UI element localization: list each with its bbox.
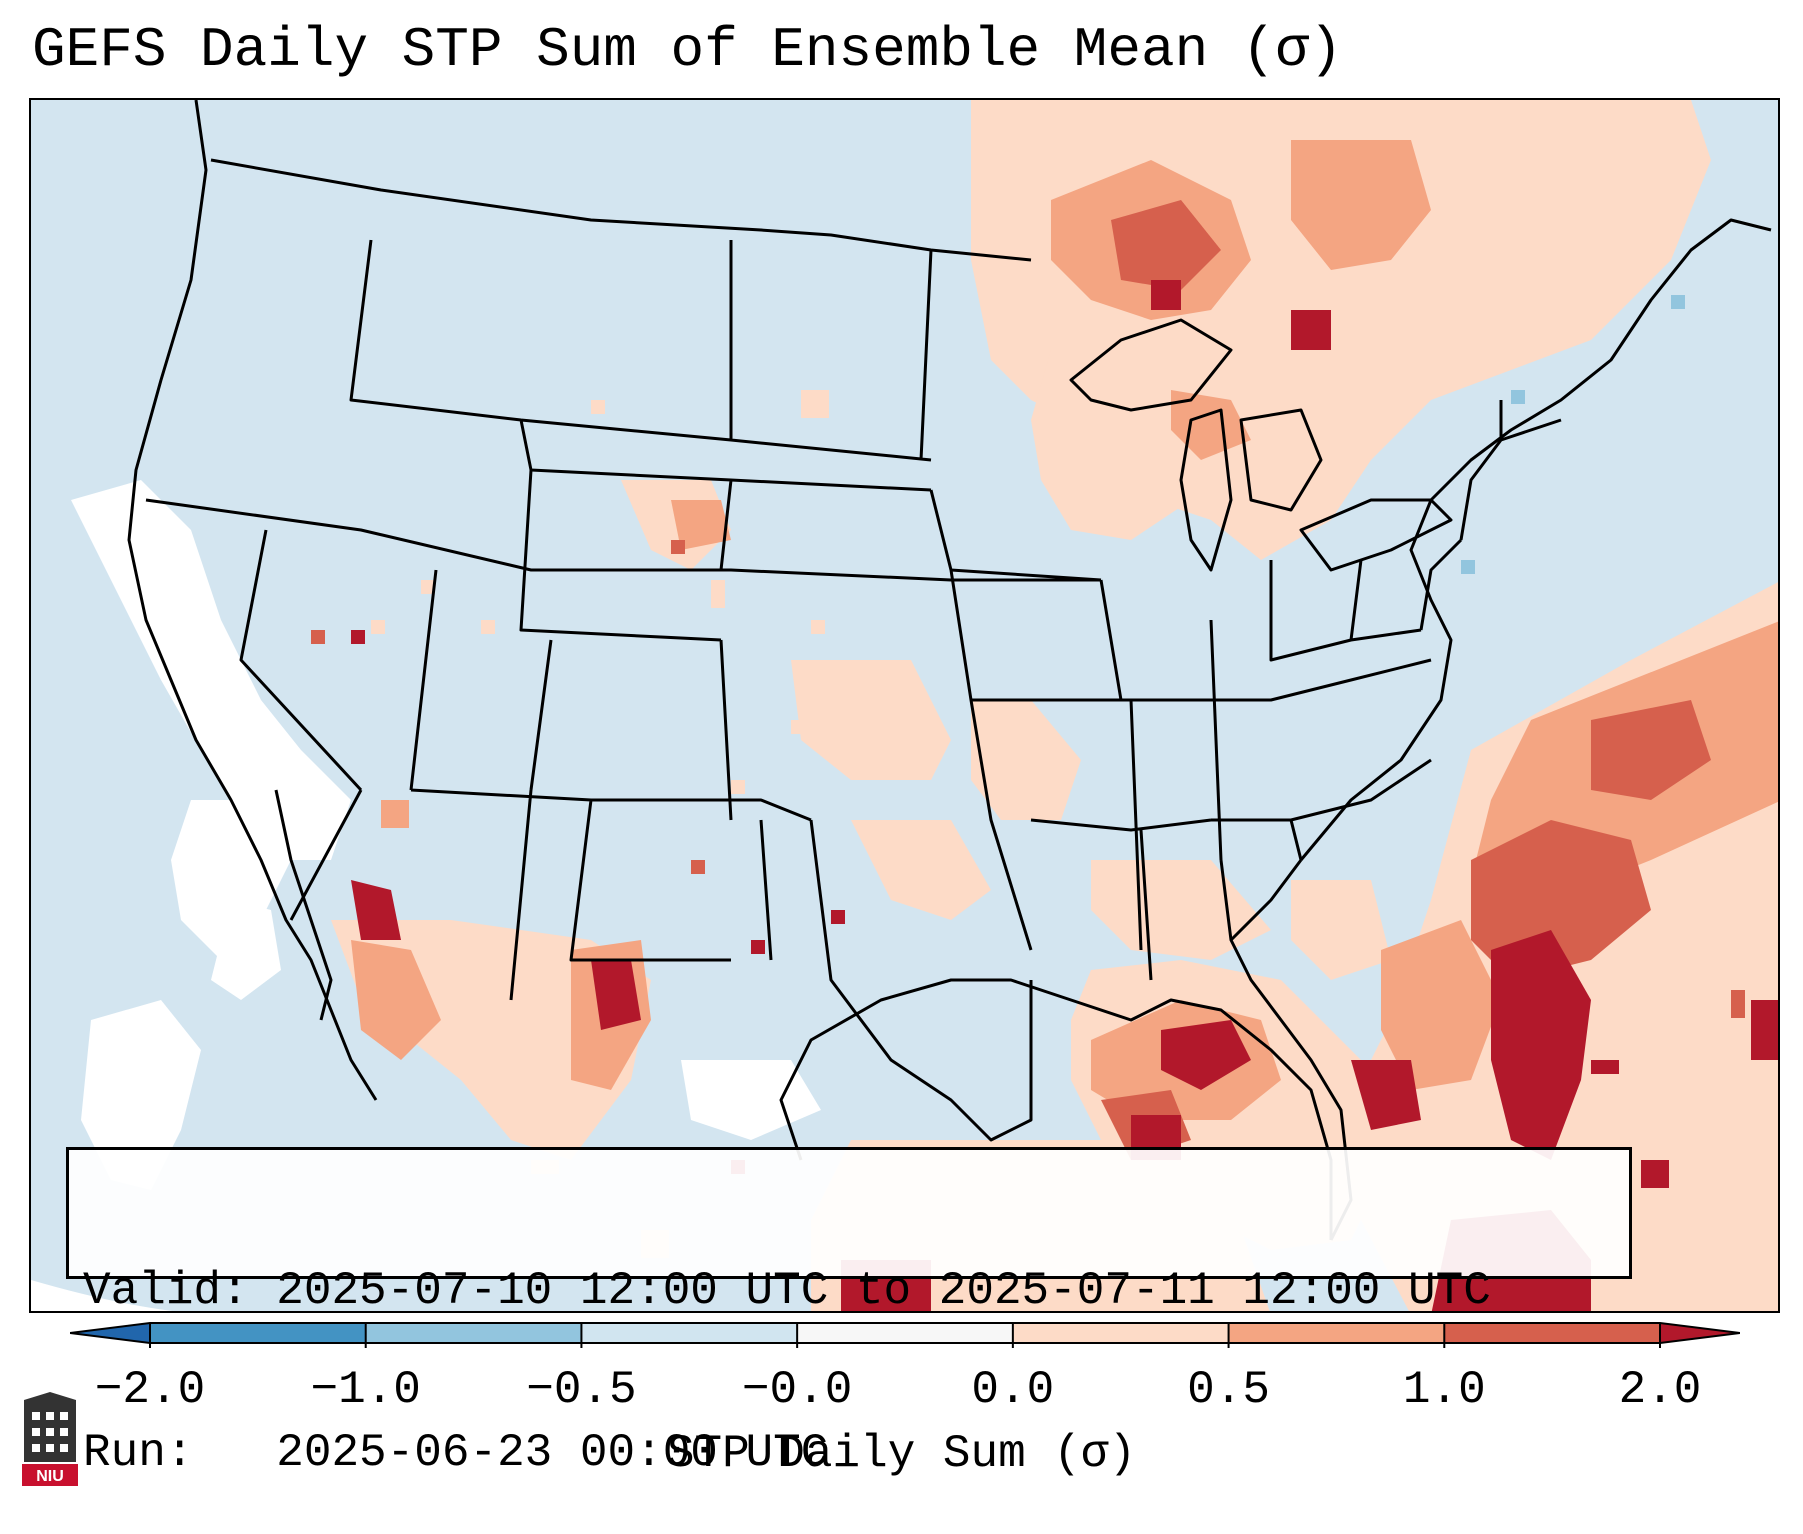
baja bbox=[274, 789, 333, 1021]
mexico-gulf-coast bbox=[779, 978, 1333, 1240]
state-lines-central bbox=[929, 489, 1432, 981]
great-lakes-superior bbox=[1069, 318, 1233, 412]
state-lines-west bbox=[145, 469, 1101, 1001]
colorbar-outline bbox=[70, 1322, 1740, 1348]
colorbar-extend-high bbox=[1660, 1323, 1740, 1343]
colorbar-segment bbox=[1228, 1323, 1445, 1343]
niu-logo: NIU bbox=[22, 1392, 78, 1486]
colorbar-segment bbox=[1012, 1323, 1230, 1343]
valid-line: Valid: 2025-07-10 12:00 UTC to 2025-07-1… bbox=[83, 1265, 1491, 1317]
map-panel bbox=[29, 98, 1780, 1313]
colorbar bbox=[70, 1322, 1740, 1348]
colorbar-segment bbox=[1444, 1323, 1661, 1343]
colorbar-label: STP Daily Sum (σ) bbox=[666, 1428, 1137, 1480]
state-lines-north bbox=[349, 239, 933, 571]
great-lakes-michigan bbox=[1179, 408, 1233, 572]
colorbar-tick-label: 0.5 bbox=[1187, 1364, 1270, 1416]
west-coast bbox=[127, 100, 378, 1101]
colorbar-tick-label: −0.5 bbox=[526, 1364, 637, 1416]
colorbar-segment bbox=[797, 1323, 1014, 1343]
colorbar-segments bbox=[70, 1323, 1740, 1343]
colorbar-tick-label: 1.0 bbox=[1402, 1364, 1486, 1416]
colorbar-segment bbox=[581, 1323, 798, 1343]
colorbar-tick-label: 0.0 bbox=[971, 1364, 1055, 1416]
logo-badge bbox=[22, 1464, 78, 1486]
map-svg bbox=[31, 100, 1778, 1311]
texas-border bbox=[809, 819, 1033, 1142]
colorbar-tick-label: −2.0 bbox=[94, 1364, 206, 1416]
colorbar-tick-label: −0.0 bbox=[741, 1364, 853, 1416]
chart-title: GEFS Daily STP Sum of Ensemble Mean (σ) bbox=[32, 18, 1343, 82]
colorbar-segment bbox=[365, 1323, 582, 1343]
atlantic-coast bbox=[1299, 218, 1772, 861]
colorbar-segment bbox=[150, 1323, 367, 1343]
great-lakes-erie-ontario bbox=[1299, 498, 1453, 572]
colorbar-tick-label: −1.0 bbox=[310, 1364, 421, 1416]
logo-roof bbox=[24, 1392, 76, 1400]
state-lines-east bbox=[1269, 400, 1562, 662]
colorbar-tick-label: 2.0 bbox=[1618, 1364, 1702, 1416]
great-lakes-huron bbox=[1239, 408, 1323, 512]
logo-text: NIU bbox=[36, 1468, 64, 1485]
projection-edge bbox=[31, 1280, 173, 1311]
validity-infobox: Valid: 2025-07-10 12:00 UTC to 2025-07-1… bbox=[66, 1147, 1632, 1479]
colorbar-extend-low bbox=[70, 1323, 150, 1343]
run-line: Run: 2025-06-23 00:00 UTC bbox=[83, 1427, 829, 1479]
